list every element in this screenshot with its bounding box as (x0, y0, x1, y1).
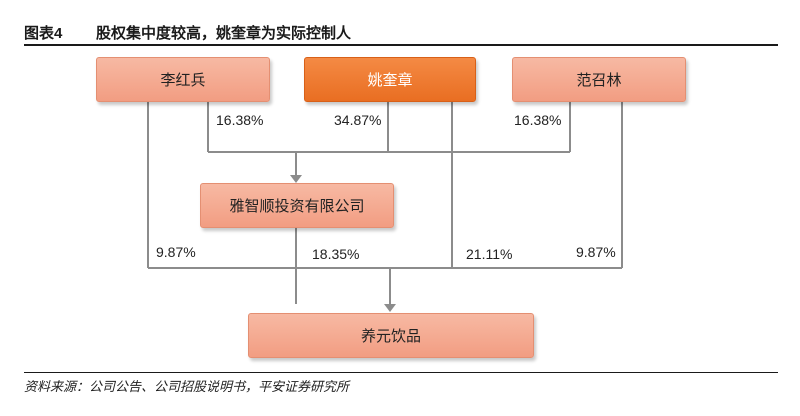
controller-box-yao-kuizhang: 姚奎章 (304, 57, 476, 102)
arrowhead-yazhishun (290, 175, 302, 183)
node-label: 养元饮品 (360, 328, 421, 345)
stake-label-yao-yangyuan: 21.11% (466, 246, 513, 262)
figure-header: 图表4 股权集中度较高，姚奎章为实际控制人 (24, 22, 778, 42)
listed-company-box: 养元饮品 (248, 313, 534, 358)
footer-rule (24, 372, 778, 373)
node-label: 雅智顺投资有限公司 (229, 198, 365, 215)
stake-label-li-yangyuan: 9.87% (156, 244, 196, 260)
shareholder-box-li-hongbing: 李红兵 (96, 57, 270, 102)
arrowhead-yangyuan (384, 304, 396, 312)
node-label: 李红兵 (160, 72, 206, 89)
holding-company-box: 雅智顺投资有限公司 (200, 183, 394, 228)
header-rule (24, 44, 778, 46)
figure-title: 股权集中度较高，姚奎章为实际控制人 (96, 25, 352, 42)
stake-label-yao-yazhishun: 34.87% (334, 112, 382, 128)
node-label: 范召林 (576, 72, 622, 89)
shareholder-box-fan-zhaolin: 范召林 (512, 57, 686, 102)
source-note: 资料来源：公司公告、公司招股说明书，平安证券研究所 (24, 379, 350, 394)
stake-label-yazhishun-yangyuan: 18.35% (312, 246, 360, 262)
stake-label-fan-yazhishun: 16.38% (514, 112, 562, 128)
stake-label-fan-yangyuan: 9.87% (576, 244, 616, 260)
node-label: 姚奎章 (367, 72, 413, 89)
figure-number: 图表4 (24, 25, 63, 42)
stake-label-li-yazhishun: 16.38% (216, 112, 264, 128)
